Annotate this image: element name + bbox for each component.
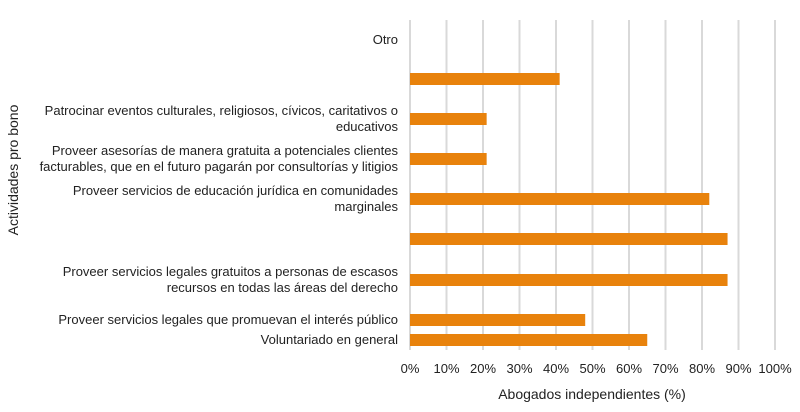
bar xyxy=(410,314,586,326)
category-label: Otro xyxy=(373,32,398,47)
category-label: Patrocinar eventos culturales, religioso… xyxy=(45,103,399,134)
bar xyxy=(410,193,710,205)
x-tick-label: 90% xyxy=(725,361,751,376)
x-tick-label: 30% xyxy=(506,361,532,376)
category-label: Proveer servicios legales que promuevan … xyxy=(58,312,398,327)
bar xyxy=(410,113,487,125)
bar xyxy=(410,233,728,245)
category-label: Proveer asesorías de manera gratuita a p… xyxy=(40,143,399,174)
x-axis-title: Abogados independientes (%) xyxy=(498,386,686,402)
bar xyxy=(410,73,560,85)
bar xyxy=(410,153,487,165)
category-label: Proveer servicios legales gratuitos a pe… xyxy=(63,264,399,295)
bar xyxy=(410,334,648,346)
x-tick-label: 60% xyxy=(616,361,642,376)
x-tick-label: 70% xyxy=(652,361,678,376)
y-axis-title: Actividades pro bono xyxy=(5,104,21,235)
x-tick-label: 10% xyxy=(433,361,459,376)
bar xyxy=(410,274,728,286)
x-tick-label: 100% xyxy=(758,361,792,376)
x-tick-label: 40% xyxy=(543,361,569,376)
x-tick-label: 20% xyxy=(470,361,496,376)
x-tick-label: 0% xyxy=(401,361,420,376)
x-tick-label: 50% xyxy=(579,361,605,376)
x-tick-label: 80% xyxy=(689,361,715,376)
category-label: Voluntariado en general xyxy=(261,332,398,347)
category-label: Proveer servicios de educación jurídica … xyxy=(73,183,399,214)
